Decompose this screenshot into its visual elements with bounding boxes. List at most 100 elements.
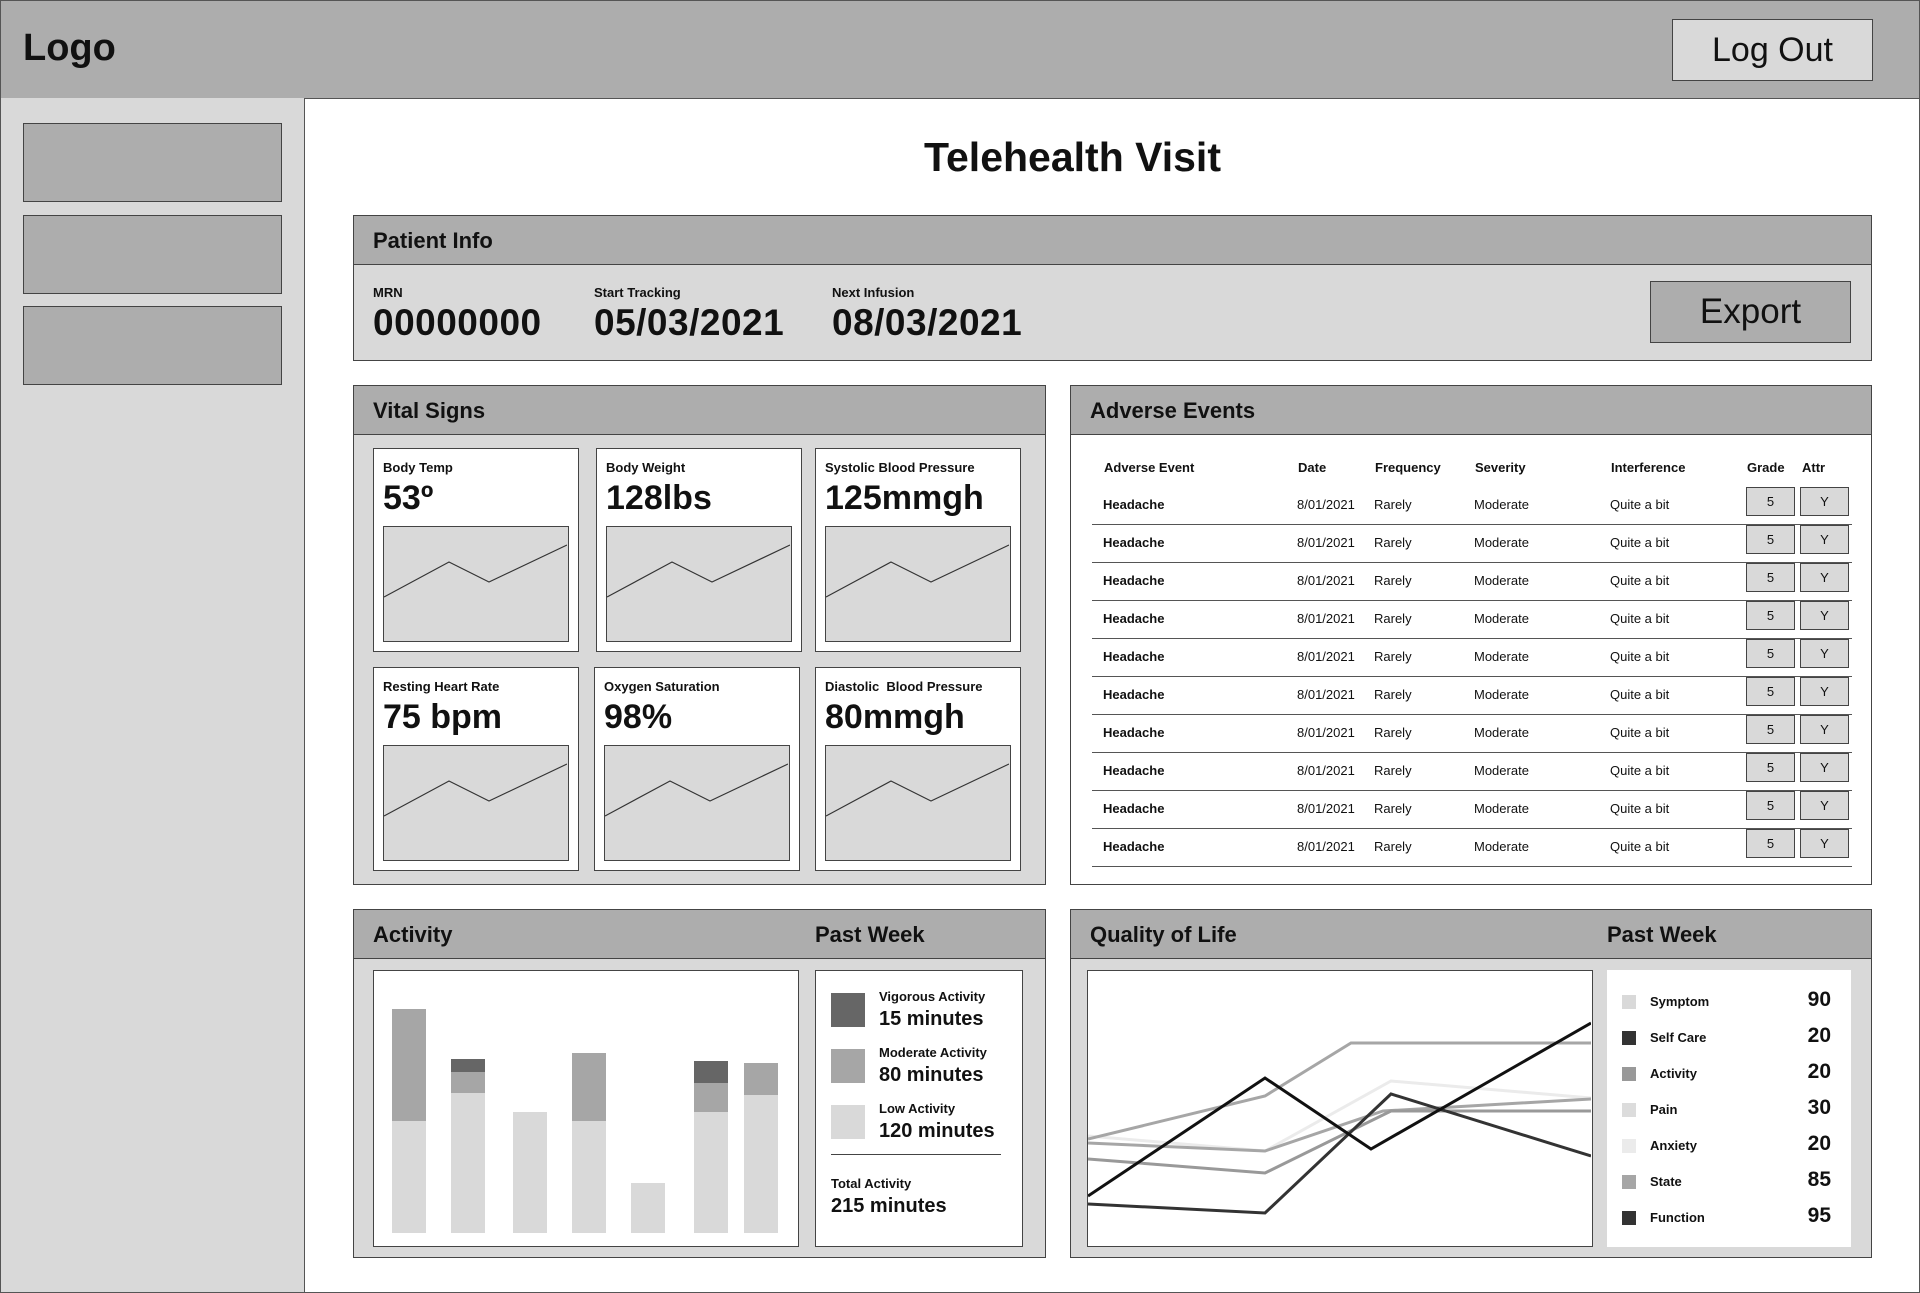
mrn-value: 00000000 bbox=[373, 302, 542, 343]
activity-period[interactable]: Past Week bbox=[815, 922, 925, 947]
sparkline-line bbox=[826, 763, 1009, 817]
sidebar-item-3[interactable] bbox=[23, 306, 282, 385]
page-title: Telehealth Visit bbox=[924, 134, 1221, 180]
col-header-event[interactable]: Adverse Event bbox=[1104, 460, 1195, 475]
cell-event: Headache bbox=[1103, 649, 1165, 664]
attr-box[interactable]: Y bbox=[1800, 753, 1849, 782]
adverse-events-panel: Adverse Events Adverse Event Date Freque… bbox=[1070, 385, 1872, 885]
table-row[interactable]: Headache 8/01/2021 Rarely Moderate Quite a b… bbox=[1092, 563, 1852, 601]
activity-qol-value: 20 bbox=[1807, 1060, 1831, 1083]
cell-severity: Moderate bbox=[1474, 649, 1529, 664]
table-row[interactable]: Headache 8/01/2021 Rarely Moderate Quite a b… bbox=[1092, 715, 1852, 753]
bar-low bbox=[631, 1183, 665, 1233]
table-row[interactable]: Headache 8/01/2021 Rarely Moderate Quite a b… bbox=[1092, 753, 1852, 791]
top-bar: Logo Log Out bbox=[0, 0, 1920, 99]
sidebar-item-2[interactable] bbox=[23, 215, 282, 294]
cell-event: Headache bbox=[1103, 725, 1165, 740]
cell-frequency: Rarely bbox=[1374, 497, 1412, 512]
vital-card-body-temp[interactable]: Body Temp 53º bbox=[373, 448, 579, 652]
grade-box[interactable]: 5 bbox=[1746, 487, 1795, 516]
vital-label: Oxygen Saturation bbox=[604, 679, 720, 694]
logo[interactable]: Logo bbox=[23, 27, 116, 69]
table-row[interactable]: Headache 8/01/2021 Rarely Moderate Quite a b… bbox=[1092, 601, 1852, 639]
attr-box[interactable]: Y bbox=[1800, 525, 1849, 554]
state-swatch bbox=[1622, 1175, 1636, 1189]
col-header-interference[interactable]: Interference bbox=[1611, 460, 1686, 475]
grade-box[interactable]: 5 bbox=[1746, 639, 1795, 668]
line-pain bbox=[1088, 1097, 1591, 1153]
cell-frequency: Rarely bbox=[1374, 801, 1412, 816]
grade-box[interactable]: 5 bbox=[1746, 525, 1795, 554]
vital-sparkline bbox=[606, 526, 792, 642]
anxiety-value: 20 bbox=[1807, 1132, 1831, 1155]
adverse-events-title: Adverse Events bbox=[1090, 398, 1256, 423]
attr-box[interactable]: Y bbox=[1800, 639, 1849, 668]
cell-event: Headache bbox=[1103, 611, 1165, 626]
grade-box[interactable]: 5 bbox=[1746, 677, 1795, 706]
moderate-value: 80 minutes bbox=[879, 1064, 984, 1086]
cell-severity: Moderate bbox=[1474, 573, 1529, 588]
state-value: 85 bbox=[1807, 1168, 1831, 1191]
table-row[interactable]: Headache 8/01/2021 Rarely Moderate Quite a b… bbox=[1092, 677, 1852, 715]
self-care-label: Self Care bbox=[1650, 1030, 1707, 1045]
grade-box[interactable]: 5 bbox=[1746, 791, 1795, 820]
vital-value: 53º bbox=[383, 479, 434, 517]
cell-frequency: Rarely bbox=[1374, 763, 1412, 778]
grade-box[interactable]: 5 bbox=[1746, 563, 1795, 592]
col-header-date[interactable]: Date bbox=[1298, 460, 1327, 475]
attr-box[interactable]: Y bbox=[1800, 791, 1849, 820]
vital-card-oxygen[interactable]: Oxygen Saturation 98% bbox=[594, 667, 800, 871]
grade-box[interactable]: 5 bbox=[1746, 829, 1795, 858]
vital-card-heart-rate[interactable]: Resting Heart Rate 75 bpm bbox=[373, 667, 579, 871]
total-label: Total Activity bbox=[831, 1176, 912, 1191]
export-button[interactable]: Export bbox=[1650, 281, 1851, 343]
patient-info-panel: Patient Info MRN 00000000 Start Tracking… bbox=[353, 215, 1872, 361]
vital-card-diastolic[interactable]: Diastolic Blood Pressure 80mmgh bbox=[815, 667, 1021, 871]
line-activity bbox=[1088, 1109, 1591, 1175]
logout-button[interactable]: Log Out bbox=[1672, 19, 1873, 81]
cell-interference: Quite a bit bbox=[1610, 573, 1670, 588]
sparkline-line bbox=[826, 544, 1009, 598]
anxiety-swatch bbox=[1622, 1139, 1636, 1153]
divider bbox=[831, 1154, 1001, 1155]
start-tracking-label: Start Tracking bbox=[594, 285, 681, 300]
attr-box[interactable]: Y bbox=[1800, 487, 1849, 516]
cell-interference: Quite a bit bbox=[1610, 839, 1670, 854]
col-header-frequency[interactable]: Frequency bbox=[1375, 460, 1441, 475]
table-row[interactable]: Headache 8/01/2021 Rarely Moderate Quite a b… bbox=[1092, 639, 1852, 677]
vital-label: Diastolic Blood Pressure bbox=[825, 679, 983, 694]
vigorous-label: Vigorous Activity bbox=[879, 989, 986, 1004]
grade-box[interactable]: 5 bbox=[1746, 753, 1795, 782]
table-row[interactable]: Headache 8/01/2021 Rarely Moderate Quite a b… bbox=[1092, 487, 1852, 525]
cell-interference: Quite a bit bbox=[1610, 611, 1670, 626]
col-header-grade[interactable]: Grade bbox=[1747, 460, 1785, 475]
attr-box[interactable]: Y bbox=[1800, 563, 1849, 592]
line-self-care bbox=[1088, 1092, 1591, 1215]
quality-of-life-period[interactable]: Past Week bbox=[1607, 922, 1717, 947]
grade-box[interactable]: 5 bbox=[1746, 715, 1795, 744]
col-header-attr[interactable]: Attr bbox=[1802, 460, 1826, 475]
cell-interference: Quite a bit bbox=[1610, 497, 1670, 512]
vital-value: 98% bbox=[604, 698, 673, 736]
attr-box[interactable]: Y bbox=[1800, 715, 1849, 744]
activity-title: Activity bbox=[373, 922, 453, 947]
function-label: Function bbox=[1650, 1210, 1705, 1225]
table-row[interactable]: Headache 8/01/2021 Rarely Moderate Quite a b… bbox=[1092, 829, 1852, 867]
vital-card-body-weight[interactable]: Body Weight 128lbs bbox=[596, 448, 802, 652]
grade-box[interactable]: 5 bbox=[1746, 601, 1795, 630]
attr-box[interactable]: Y bbox=[1800, 829, 1849, 858]
sparkline-line bbox=[384, 544, 567, 598]
cell-severity: Moderate bbox=[1474, 687, 1529, 702]
vital-sparkline bbox=[825, 526, 1011, 642]
table-row[interactable]: Headache 8/01/2021 Rarely Moderate Quite a b… bbox=[1092, 525, 1852, 563]
attr-box[interactable]: Y bbox=[1800, 677, 1849, 706]
table-row[interactable]: Headache 8/01/2021 Rarely Moderate Quite a b… bbox=[1092, 791, 1852, 829]
total-value: 215 minutes bbox=[831, 1195, 947, 1217]
attr-box[interactable]: Y bbox=[1800, 601, 1849, 630]
sidebar-item-1[interactable] bbox=[23, 123, 282, 202]
cell-frequency: Rarely bbox=[1374, 535, 1412, 550]
col-header-severity[interactable]: Severity bbox=[1475, 460, 1526, 475]
vital-label: Body Temp bbox=[383, 460, 453, 475]
vital-card-systolic[interactable]: Systolic Blood Pressure 125mmgh bbox=[815, 448, 1021, 652]
sparkline-line bbox=[607, 544, 790, 598]
